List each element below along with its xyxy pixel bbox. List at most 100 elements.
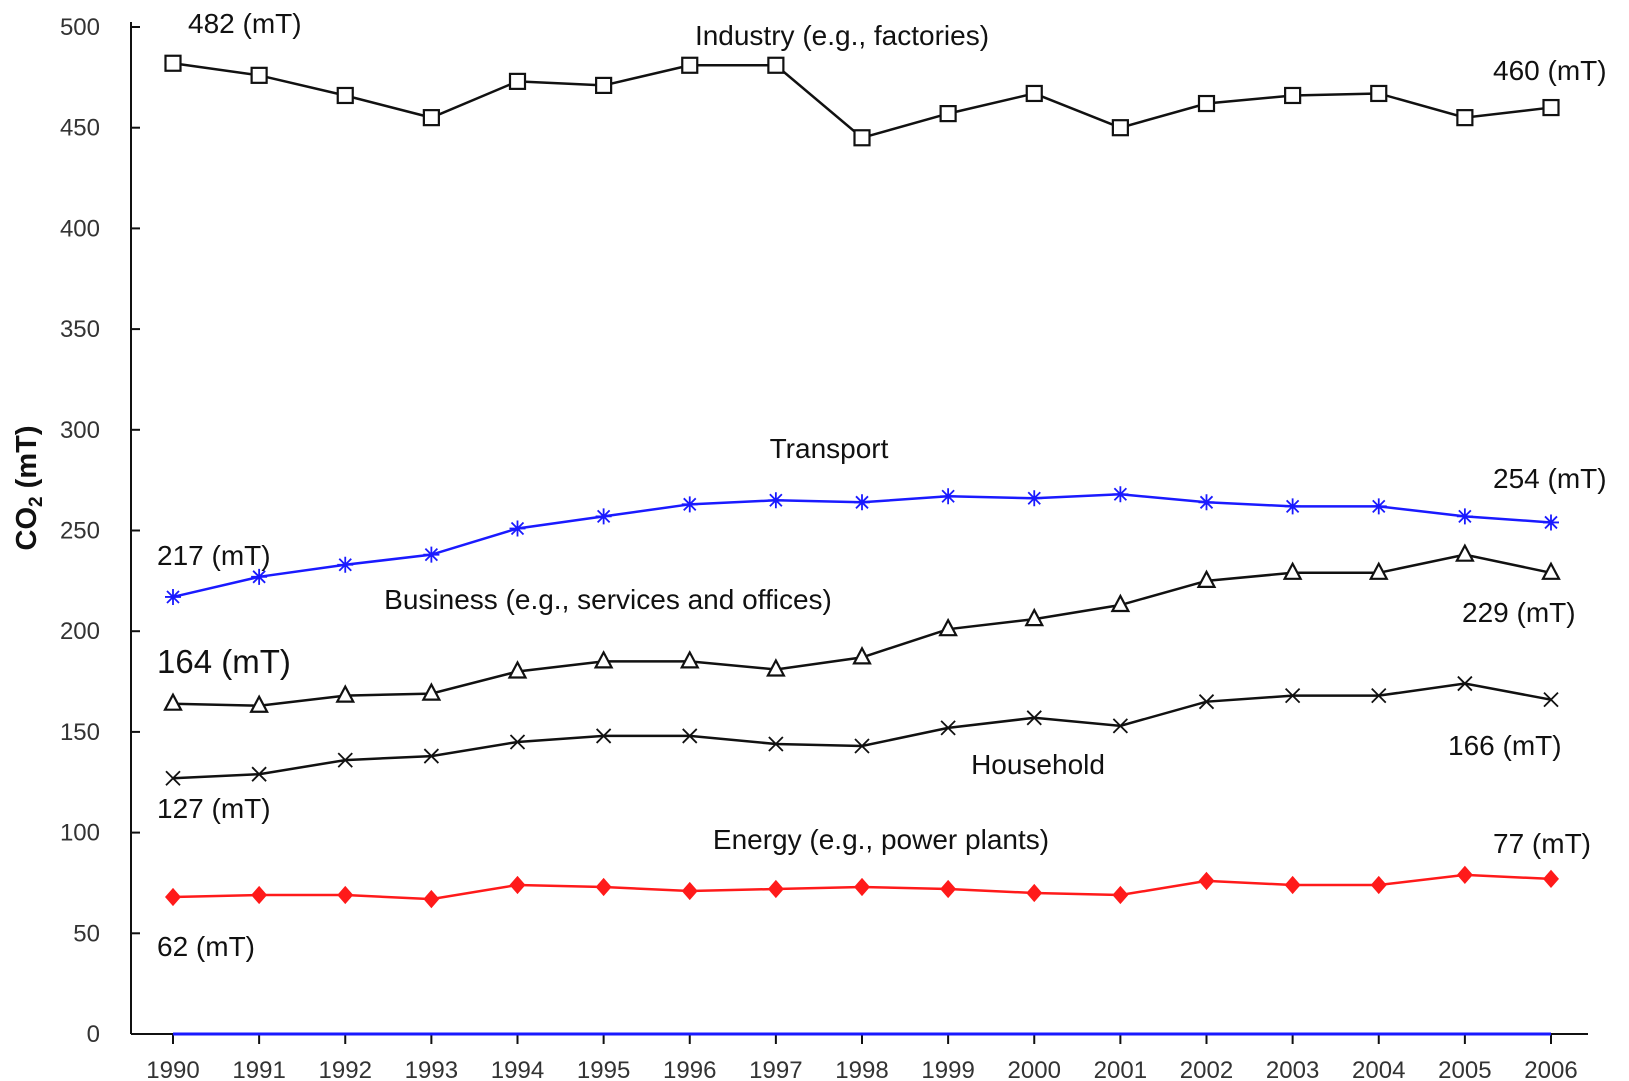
data-point-transport [1370, 498, 1387, 515]
data-point-energy [940, 879, 957, 899]
data-point-energy [595, 877, 612, 897]
x-tick-label: 2004 [1352, 1057, 1405, 1081]
data-point-transport [1112, 486, 1129, 503]
x-tick-label: 1994 [491, 1057, 544, 1081]
x-tick-label: 2002 [1180, 1057, 1233, 1081]
data-point-business [938, 617, 958, 637]
y-tick-label: 200 [60, 618, 100, 645]
x-tick-label: 1990 [146, 1057, 199, 1081]
annotation-transport-end: 254 (mT) [1493, 463, 1607, 494]
data-point-household [423, 748, 440, 764]
data-point-industry [164, 54, 182, 72]
data-point-transport [423, 546, 440, 563]
annotation-energy-start: 62 (mT) [157, 931, 255, 962]
annotation-business-start: 164 (mT) [157, 643, 291, 680]
data-point-industry [853, 129, 871, 147]
data-point-business [1282, 561, 1303, 580]
y-tick-label: 250 [60, 518, 100, 545]
data-point-business [163, 692, 183, 711]
data-point-business [1110, 593, 1131, 613]
data-point-household [165, 770, 181, 786]
series-line-household [172, 682, 1552, 780]
data-point-transport [251, 568, 268, 585]
data-point-business [1455, 543, 1475, 562]
data-point-business [507, 660, 528, 679]
data-point-household [768, 736, 784, 752]
series-line-industry [172, 62, 1552, 140]
data-point-industry [1370, 84, 1388, 103]
data-point-household [854, 738, 870, 754]
data-point-industry [681, 56, 699, 74]
data-point-transport [509, 520, 526, 537]
data-point-transport [767, 492, 784, 509]
data-point-industry [1025, 84, 1043, 103]
x-tick-label: 1991 [232, 1057, 285, 1081]
data-point-household [1457, 675, 1473, 692]
x-tick-label: 1995 [577, 1057, 630, 1081]
series-line-business [172, 553, 1552, 707]
data-point-energy [681, 881, 698, 901]
annotation-energy-end: 77 (mT) [1493, 828, 1591, 859]
data-point-transport [1543, 514, 1559, 531]
data-point-energy [767, 879, 784, 899]
series-label-business: Business (e.g., services and offices) [384, 584, 832, 615]
x-tick-label: 1997 [749, 1057, 802, 1081]
data-point-energy [1112, 885, 1129, 905]
data-point-business [679, 650, 700, 669]
data-point-household [251, 766, 267, 782]
annotation-household-start: 127 (mT) [157, 793, 271, 824]
y-tick-label: 150 [60, 719, 100, 746]
data-point-energy [1456, 865, 1473, 885]
data-point-business [1368, 561, 1389, 580]
data-point-business [335, 684, 356, 703]
data-point-household [1371, 688, 1387, 704]
x-tick-label: 2000 [1008, 1057, 1061, 1081]
y-tick-label: 300 [60, 417, 100, 444]
data-point-industry [250, 66, 268, 84]
data-point-transport [337, 556, 354, 573]
data-point-industry [939, 105, 957, 123]
x-tick-label: 2001 [1094, 1057, 1147, 1081]
data-point-industry [508, 72, 527, 90]
x-ticks: 1990 1991 1992 1993 1994 1995 1996 1997 1998 1999… [146, 1034, 1578, 1081]
series-household [165, 675, 1559, 786]
data-point-household [940, 720, 956, 736]
x-tick-label: 1996 [663, 1057, 716, 1081]
data-point-energy [1370, 875, 1387, 895]
data-point-energy [1198, 871, 1215, 891]
data-point-household [1198, 694, 1215, 710]
series-business [163, 543, 1561, 713]
data-point-transport [595, 508, 612, 525]
data-point-household [1026, 710, 1042, 726]
data-point-energy [165, 887, 181, 907]
data-point-business [1541, 561, 1561, 580]
annotation-household-end: 166 (mT) [1448, 730, 1562, 761]
data-point-industry [1284, 86, 1302, 105]
series-label-industry: Industry (e.g., factories) [695, 20, 989, 51]
data-point-business [1196, 569, 1217, 588]
x-tick-label: 2006 [1524, 1057, 1577, 1081]
x-tick-label: 1998 [835, 1057, 888, 1081]
annotation-business-end: 229 (mT) [1462, 597, 1576, 628]
series-label-energy: Energy (e.g., power plants) [713, 824, 1049, 855]
series-label-transport: Transport [770, 433, 889, 464]
data-point-business [249, 694, 269, 713]
data-point-energy [251, 885, 268, 905]
data-point-energy [1543, 869, 1559, 889]
data-point-industry [1197, 94, 1216, 113]
data-point-business [1024, 607, 1045, 627]
series-industry [164, 54, 1560, 147]
data-point-household [595, 728, 612, 744]
data-point-energy [854, 877, 870, 897]
data-point-transport [681, 496, 698, 513]
y-tick-label: 100 [60, 820, 100, 847]
data-point-business [421, 682, 442, 701]
y-tick-label: 350 [60, 316, 100, 343]
data-point-energy [423, 889, 440, 909]
x-tick-label: 1992 [319, 1057, 372, 1081]
data-point-business [593, 650, 614, 669]
data-point-energy [509, 875, 526, 895]
series-transport [165, 486, 1559, 605]
data-point-industry [336, 86, 354, 105]
